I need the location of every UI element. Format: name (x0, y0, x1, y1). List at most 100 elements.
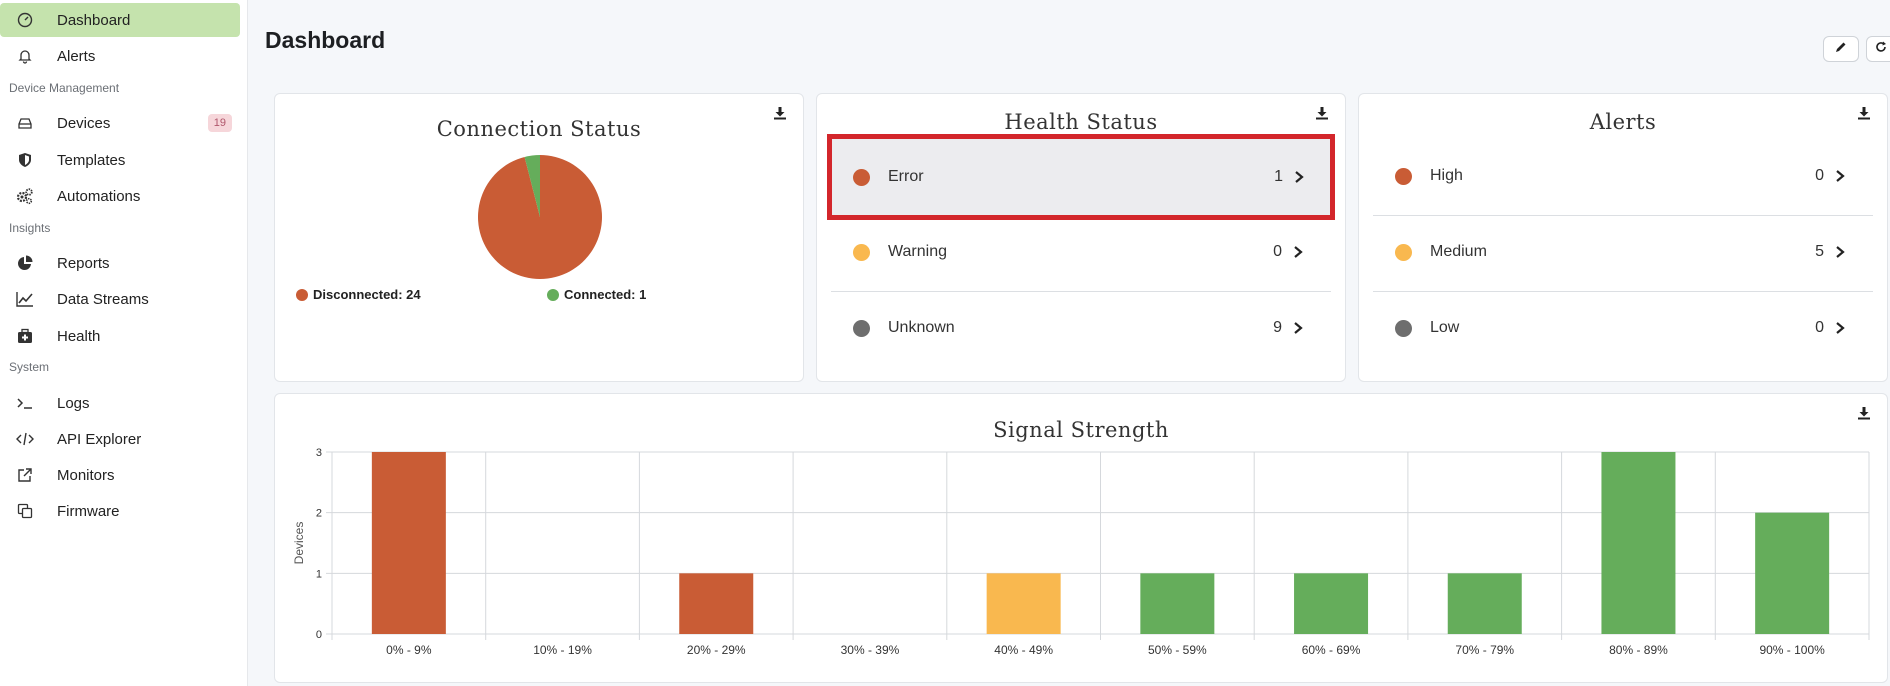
y-tick-label: 0 (316, 629, 322, 641)
download-icon[interactable] (1857, 106, 1873, 122)
signal-strength-bar-chart: 0 1 2 3 0% - 9% 10% - 19% 20% - 29% 30% - 39% 40… (292, 447, 1870, 657)
row-name: High (1430, 167, 1463, 184)
x-tick-label: 90% - 100% (1759, 643, 1825, 657)
terminal-icon (16, 394, 34, 412)
sidebar-item-reports[interactable]: Reports (0, 246, 240, 280)
bar[interactable] (1755, 512, 1830, 634)
alerts-row-high[interactable]: High 0 (1373, 143, 1873, 209)
external-link-icon (16, 466, 34, 484)
y-axis-label: Devices (292, 522, 306, 565)
row-name: Low (1430, 319, 1460, 336)
legend-disconnected: Disconnected: 24 (296, 287, 421, 302)
bar[interactable] (1140, 573, 1215, 634)
sidebar-item-label: Monitors (57, 466, 115, 484)
x-tick-label: 60% - 69% (1302, 643, 1361, 657)
sidebar-item-label: Templates (57, 151, 126, 169)
download-icon[interactable] (773, 106, 789, 122)
health-row-error[interactable]: Error 1 (827, 134, 1335, 220)
sidebar-item-automations[interactable]: Automations (0, 179, 240, 213)
chevron-right-icon (1833, 169, 1847, 183)
pie-slice-connected[interactable] (524, 155, 540, 217)
status-dot (1395, 167, 1412, 185)
row-name: Unknown (888, 319, 955, 336)
sidebar-item-alerts[interactable]: Alerts (0, 39, 240, 73)
card-title: Connection Status (436, 117, 642, 141)
alerts-row-medium[interactable]: Medium 5 (1373, 219, 1873, 285)
pie-chart-icon (16, 254, 34, 272)
x-tick-label: 0% - 9% (386, 643, 432, 657)
sidebar-item-label: Dashboard (57, 11, 131, 29)
x-tick-label: 20% - 29% (687, 643, 746, 657)
download-icon[interactable] (1315, 106, 1331, 122)
status-dot (1395, 319, 1412, 337)
card-title: Signal Strength (993, 418, 1169, 442)
row-count: 0 (1815, 167, 1824, 184)
signal-strength-card: Signal Strength 0 1 2 3 0% - 9% 10% - 19% 20% … (274, 393, 1888, 683)
divider (831, 291, 1331, 292)
sidebar-item-label: Reports (57, 254, 110, 272)
status-dot (853, 243, 870, 261)
sidebar-item-label: API Explorer (57, 430, 142, 448)
row-name: Warning (888, 243, 947, 260)
legend-dot (296, 288, 308, 301)
download-icon[interactable] (1857, 406, 1873, 422)
sidebar-item-monitors[interactable]: Monitors (0, 458, 240, 492)
status-dot (853, 319, 870, 337)
row-count: 1 (1274, 168, 1283, 185)
sidebar-item-templates[interactable]: Templates (0, 143, 240, 177)
chevron-right-icon (1833, 245, 1847, 259)
row-name: Medium (1430, 243, 1487, 260)
bar[interactable] (1294, 573, 1369, 634)
sidebar-item-api-explorer[interactable]: API Explorer (0, 422, 240, 456)
sidebar-item-label: Logs (57, 394, 90, 412)
legend-dot (547, 288, 559, 301)
y-tick-label: 3 (316, 447, 322, 459)
chevron-right-icon (1291, 321, 1305, 335)
row-name: Error (888, 168, 924, 185)
section-label: Device Management (9, 81, 120, 95)
legend-connected: Connected: 1 (547, 287, 646, 302)
sidebar-item-logs[interactable]: Logs (0, 386, 240, 420)
refresh-icon (1875, 40, 1887, 58)
x-tick-label: 70% - 79% (1455, 643, 1514, 657)
line-chart-icon (16, 290, 34, 308)
x-tick-label: 30% - 39% (841, 643, 900, 657)
page-title: Dashboard (265, 27, 386, 53)
alerts-row-low[interactable]: Low 0 (1373, 295, 1873, 361)
bar[interactable] (1601, 452, 1676, 634)
medkit-icon (16, 327, 34, 345)
sidebar-item-dashboard[interactable]: Dashboard (0, 3, 240, 37)
bell-icon (16, 47, 34, 65)
sidebar-item-data-streams[interactable]: Data Streams (0, 282, 240, 316)
refresh-button[interactable] (1866, 36, 1890, 62)
card-title: Alerts (1589, 110, 1657, 134)
y-tick-label: 2 (316, 508, 322, 520)
sidebar-item-health[interactable]: Health (0, 319, 240, 353)
y-tick-label: 1 (316, 568, 322, 580)
copy-icon (16, 502, 34, 520)
health-row-unknown[interactable]: Unknown 9 (831, 295, 1331, 361)
chevron-right-icon (1291, 245, 1305, 259)
x-tick-label: 50% - 59% (1148, 643, 1207, 657)
row-count: 0 (1815, 319, 1824, 336)
dashboard-icon (16, 11, 34, 29)
status-dot (1395, 243, 1412, 261)
bar[interactable] (1447, 573, 1522, 634)
sidebar-item-devices[interactable]: Devices 19 (0, 106, 240, 140)
bar[interactable] (986, 573, 1061, 634)
chevron-right-icon (1833, 321, 1847, 335)
row-count: 5 (1815, 243, 1824, 260)
section-label: System (9, 360, 50, 374)
gears-icon (16, 187, 34, 205)
edit-button[interactable] (1823, 36, 1859, 62)
row-count: 0 (1273, 243, 1282, 260)
bar[interactable] (371, 452, 446, 634)
sidebar-item-firmware[interactable]: Firmware (0, 494, 240, 528)
section-label: Insights (9, 221, 51, 235)
legend-label: Disconnected: 24 (313, 287, 421, 302)
devices-icon (16, 114, 34, 132)
bar[interactable] (679, 573, 754, 634)
alerts-card: Alerts High 0 Medium 5 Low 0 (1358, 93, 1888, 382)
health-row-warning[interactable]: Warning 0 (831, 219, 1331, 285)
sidebar-item-label: Firmware (57, 502, 120, 520)
